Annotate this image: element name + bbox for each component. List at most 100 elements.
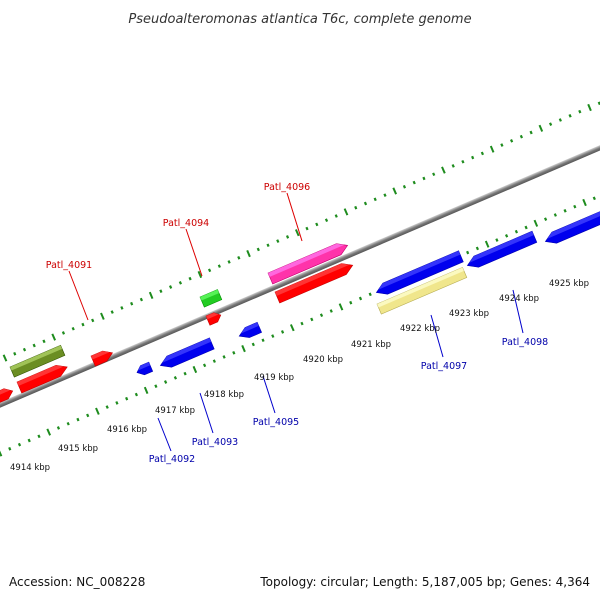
outer-tick-minor: [42, 339, 46, 344]
outer-tick-minor: [168, 285, 173, 289]
inner-tick-minor: [349, 300, 353, 305]
scale-label-4923: 4923 kbp: [449, 309, 489, 319]
outer-tick-minor: [334, 214, 338, 218]
outer-tick-minor: [354, 205, 358, 210]
outer-tick-major: [343, 208, 349, 216]
callout-line-patl-4094: [185, 228, 203, 277]
inner-tick-minor: [222, 355, 226, 359]
inner-tick-major: [46, 428, 52, 436]
outer-tick-minor: [509, 139, 514, 143]
outer-tick-major: [294, 229, 300, 237]
gene-label-patl-4095: Patl_4095: [253, 417, 299, 428]
inner-tick-minor: [495, 238, 499, 242]
scale-label-4918: 4918 kbp: [204, 390, 244, 400]
outer-tick-minor: [120, 306, 124, 310]
inner-tick-minor: [134, 392, 139, 397]
outer-tick-minor: [548, 122, 553, 126]
gene-label-patl-4092: Patl_4092: [149, 454, 195, 465]
inner-tick-minor: [232, 350, 236, 355]
gene-red-1: [16, 364, 68, 394]
inner-tick-major: [143, 386, 149, 394]
outer-tick-minor: [71, 326, 75, 331]
inner-tick-minor: [310, 317, 314, 322]
scale-label-4919: 4919 kbp: [254, 373, 294, 383]
inner-tick-minor: [27, 438, 31, 443]
outer-tick-minor: [451, 164, 455, 168]
outer-tick-minor: [480, 151, 485, 156]
outer-tick-minor: [13, 351, 17, 356]
map-title: Pseudoalteromonas atlantica T6c, complet…: [128, 12, 471, 27]
outer-tick-minor: [22, 347, 27, 352]
inner-tick-minor: [105, 405, 109, 409]
genome-summary: Topology: circular; Length: 5,187,005 bp…: [259, 575, 590, 589]
outer-tick-minor: [256, 247, 260, 252]
accession-label: Accession: NC_008228: [9, 575, 145, 589]
gene-blue-small-2: [238, 321, 262, 338]
callout-line-patl-4092: [157, 417, 172, 452]
outer-tick-major: [100, 312, 105, 320]
outer-tick-major: [51, 333, 57, 341]
gene-features: [0, 211, 600, 403]
inner-tick-minor: [17, 442, 22, 447]
callout-line-patl-4093: [199, 392, 214, 434]
outer-tick-minor: [130, 301, 134, 306]
gene-olive-1: [9, 344, 66, 378]
inner-tick-minor: [56, 426, 61, 430]
outer-tick-minor: [139, 297, 144, 302]
outer-tick-minor: [383, 193, 387, 197]
gene-label-patl-4098: Patl_4098: [502, 337, 548, 348]
inner-tick-minor: [329, 309, 333, 313]
callout-line-patl-4091: [68, 270, 89, 321]
inner-tick-minor: [280, 330, 285, 334]
gene-blue-small-1: [136, 361, 154, 376]
inner-tick-minor: [261, 338, 265, 343]
gene-blue-3: [466, 230, 538, 268]
inner-tick-major: [241, 345, 246, 353]
callout-line-patl-4095: [262, 375, 276, 414]
scale-label-4921: 4921 kbp: [351, 340, 391, 350]
outer-tick-minor: [276, 239, 280, 243]
outer-tick-minor: [178, 281, 183, 285]
inner-tick-minor: [358, 296, 363, 301]
outer-tick-minor: [373, 197, 377, 202]
outer-tick-major: [538, 124, 544, 132]
outer-tick-minor: [471, 155, 475, 160]
outer-tick-minor: [578, 109, 582, 114]
outer-tick-minor: [110, 310, 114, 314]
outer-tick-minor: [207, 268, 212, 273]
outer-tick-minor: [305, 226, 309, 231]
outer-tick-minor: [324, 218, 329, 223]
scale-label-4917: 4917 kbp: [155, 406, 195, 416]
outer-tick-minor: [432, 172, 436, 177]
inner-tick-major: [533, 219, 539, 227]
callout-line-patl-4096: [286, 192, 303, 242]
outer-tick-minor: [558, 118, 562, 122]
inner-tick-major: [289, 324, 295, 332]
outer-tick-minor: [500, 143, 504, 147]
inner-tick-minor: [466, 250, 470, 255]
inner-tick-major: [0, 450, 3, 457]
scale-label-4915: 4915 kbp: [58, 444, 98, 454]
outer-tick-minor: [568, 113, 572, 118]
scale-labels: 4914 kbp 4915 kbp 4916 kbp 4917 kbp 4918…: [10, 279, 589, 473]
scale-label-4922: 4922 kbp: [400, 324, 440, 334]
gene-blue-1: [159, 337, 215, 368]
genome-backbone: [0, 126, 600, 416]
outer-tick-minor: [363, 201, 368, 206]
inner-tick-minor: [76, 417, 80, 422]
inner-tick-minor: [8, 446, 12, 451]
outer-tick-minor: [422, 176, 426, 181]
outer-tick-minor: [32, 343, 36, 348]
outer-tick-minor: [315, 222, 319, 227]
scale-label-4924: 4924 kbp: [499, 294, 539, 304]
inner-tick-minor: [37, 434, 41, 439]
inner-tick-minor: [183, 371, 187, 376]
inner-tick-minor: [125, 396, 129, 401]
gene-label-patl-4096: Patl_4096: [264, 182, 310, 193]
outer-tick-minor: [412, 180, 416, 185]
inner-tick-minor: [319, 313, 324, 318]
gene-red-4: [274, 263, 354, 304]
inner-tick-minor: [115, 401, 119, 405]
gene-callouts: Patl_4091 Patl_4094 Patl_4096 Patl_4092 …: [46, 182, 548, 465]
